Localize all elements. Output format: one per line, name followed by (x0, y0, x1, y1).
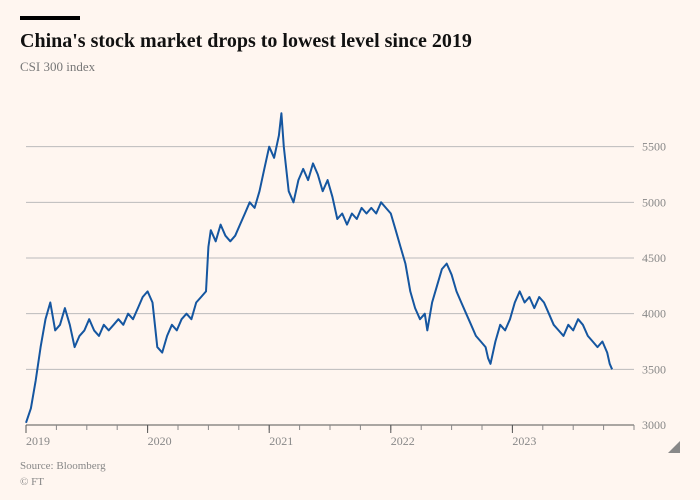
chart-subtitle: CSI 300 index (20, 59, 680, 75)
chart-footer: Source: Bloomberg © FT (20, 459, 680, 490)
svg-text:4000: 4000 (642, 307, 666, 321)
svg-text:5500: 5500 (642, 140, 666, 154)
svg-text:2019: 2019 (26, 434, 50, 448)
svg-text:2022: 2022 (391, 434, 415, 448)
chart-title: China's stock market drops to lowest lev… (20, 30, 680, 53)
corner-flag-icon (668, 441, 680, 453)
brand-bar (20, 16, 80, 20)
svg-text:5000: 5000 (642, 195, 666, 209)
copyright-text: © FT (20, 475, 680, 490)
source-text: Source: Bloomberg (20, 459, 680, 474)
svg-text:3500: 3500 (642, 362, 666, 376)
line-chart-svg: 3000 3500 4000 4500 5000 5500 2019 2020 2021 2022… (20, 83, 680, 453)
svg-text:2021: 2021 (269, 434, 293, 448)
svg-text:2023: 2023 (512, 434, 536, 448)
chart-container: China's stock market drops to lowest lev… (0, 0, 700, 500)
chart-plot-area: 3000 3500 4000 4500 5000 5500 2019 2020 2021 2022… (20, 83, 680, 453)
svg-text:4500: 4500 (642, 251, 666, 265)
svg-text:3000: 3000 (642, 418, 666, 432)
svg-text:2020: 2020 (148, 434, 172, 448)
